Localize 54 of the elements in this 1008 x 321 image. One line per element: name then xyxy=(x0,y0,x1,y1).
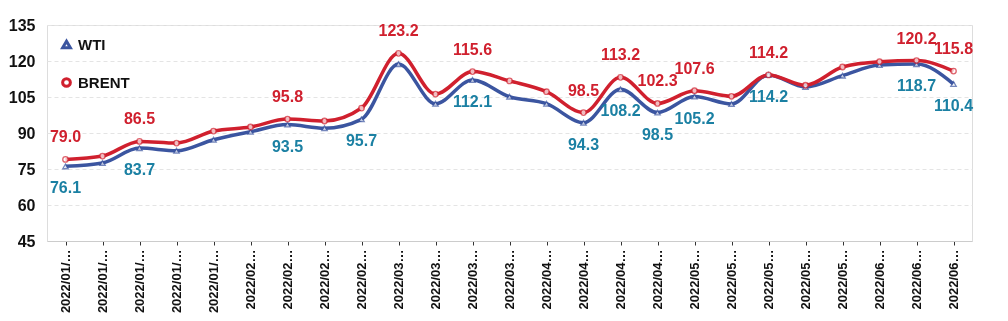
x-tick-label: 2022/03… xyxy=(391,249,406,310)
x-tick-label: 2022/04… xyxy=(650,249,665,310)
y-tick-label: 135 xyxy=(8,16,36,34)
x-tick-label: 2022/03… xyxy=(465,249,480,310)
data-label: 95.7 xyxy=(345,132,378,150)
x-tick-label: 2022/02… xyxy=(243,249,258,310)
data-label: 108.2 xyxy=(600,102,641,120)
data-label: 98.5 xyxy=(567,81,600,99)
x-tick-label: 2022/06… xyxy=(946,249,961,310)
data-label: 115.6 xyxy=(452,40,493,58)
x-tick-label: 2022/05… xyxy=(761,249,776,310)
data-label: 93.5 xyxy=(271,137,304,155)
data-label: 95.8 xyxy=(271,88,304,106)
data-label: 98.5 xyxy=(641,125,674,143)
data-label: 114.2 xyxy=(748,43,789,61)
x-tick-label: 2022/04… xyxy=(576,249,591,310)
data-label: 76.1 xyxy=(49,179,82,197)
x-tick-label: 2022/04… xyxy=(613,249,628,310)
data-label: 123.2 xyxy=(378,22,419,40)
data-label: 79.0 xyxy=(49,128,82,146)
data-label: 113.2 xyxy=(600,46,641,64)
legend-label: WTI xyxy=(78,35,106,53)
x-tick-label: 2022/06… xyxy=(872,249,887,310)
x-tick-label: 2022/04… xyxy=(539,249,554,310)
legend-label: BRENT xyxy=(78,73,130,91)
y-tick-label: 75 xyxy=(17,160,36,178)
y-tick-label: 90 xyxy=(17,124,36,142)
y-tick-label: 105 xyxy=(8,88,36,106)
data-label: 112.1 xyxy=(452,92,493,110)
x-tick-label: 2022/05… xyxy=(798,249,813,310)
x-tick-label: 2022/01/… xyxy=(132,249,147,314)
y-tick-label: 45 xyxy=(17,232,36,250)
x-tick-label: 2022/05… xyxy=(724,249,739,310)
x-tick-label: 2022/03… xyxy=(502,249,517,310)
data-label: 110.4 xyxy=(933,97,974,115)
x-tick-label: 2022/01/… xyxy=(95,249,110,314)
x-tick-label: 2022/05… xyxy=(835,249,850,310)
x-tick-label: 2022/01/… xyxy=(206,249,221,314)
data-label: 118.7 xyxy=(896,77,937,95)
data-label: 83.7 xyxy=(123,161,156,179)
x-tick-label: 2022/01/… xyxy=(58,249,73,314)
x-tick-label: 2022/02… xyxy=(354,249,369,310)
data-label: 86.5 xyxy=(123,110,156,128)
x-tick-label: 2022/02… xyxy=(317,249,332,310)
x-tick-label: 2022/02… xyxy=(280,249,295,310)
y-tick-label: 120 xyxy=(8,52,36,70)
y-tick-label: 60 xyxy=(17,196,36,214)
data-label: 105.2 xyxy=(674,109,715,127)
x-tick-label: 2022/01/… xyxy=(169,249,184,314)
x-tick-label: 2022/03… xyxy=(428,249,443,310)
x-tick-label: 2022/05… xyxy=(687,249,702,310)
x-tick-label: 2022/06… xyxy=(909,249,924,310)
data-label: 94.3 xyxy=(567,135,600,153)
data-label: 114.2 xyxy=(748,87,789,105)
